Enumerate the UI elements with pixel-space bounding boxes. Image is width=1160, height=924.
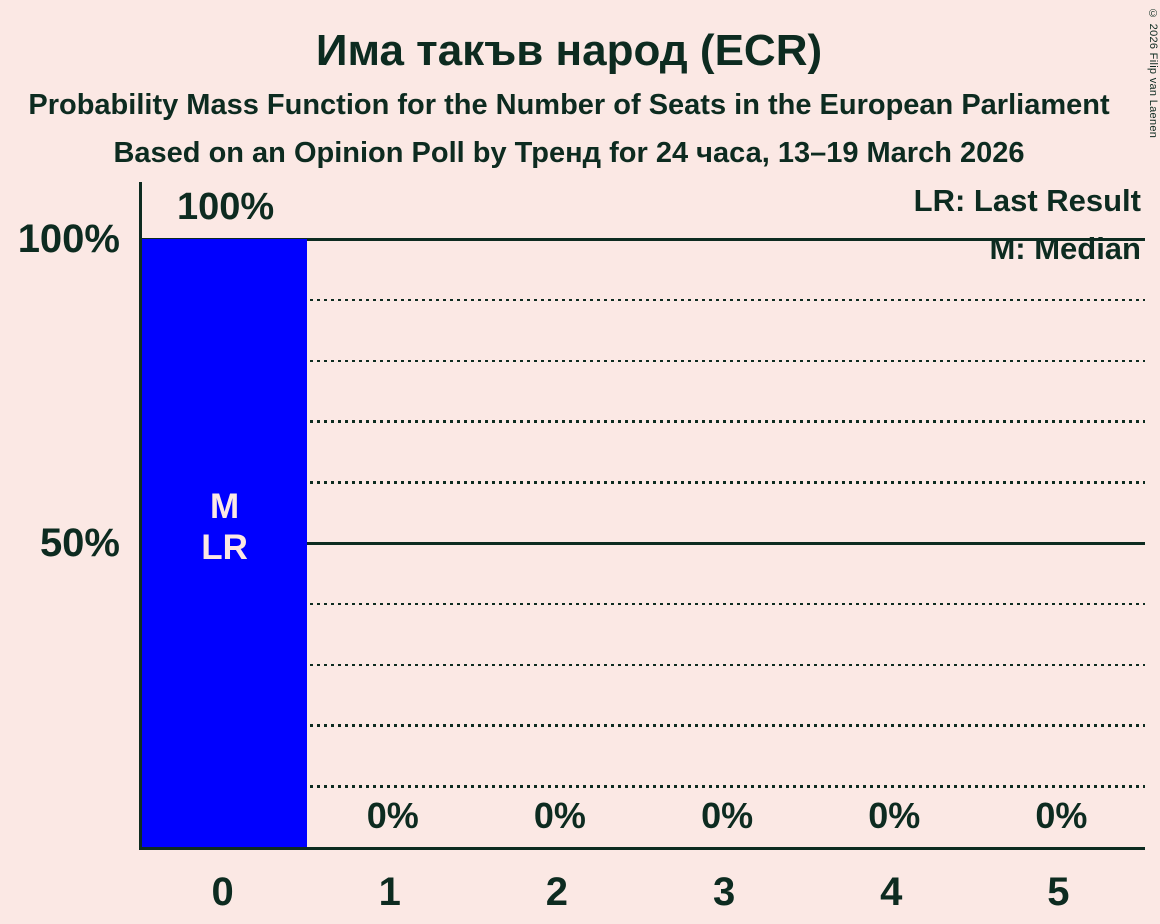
chart-title: Има такъв народ (ECR) [315,26,823,75]
gridline-dotted-90 [142,298,1145,302]
gridline-solid-50 [142,541,1145,545]
legend-median: M: Median [989,231,1141,266]
plot-area: M LR 100% 0% 0% 0% 0% 0% [139,182,1145,850]
x-tick-label-5: 5 [1047,870,1070,914]
chart-sub-subtitle: Based on an Opinion Poll by Тренд for 24… [113,137,1025,169]
gridline-dotted-80 [142,359,1145,363]
chart-subtitle: Probability Mass Function for the Number… [28,89,1110,121]
bar-seat-0 [142,239,308,847]
gridline-dotted-60 [142,481,1145,484]
x-tick-label-1: 1 [378,870,401,914]
x-tick-label-2: 2 [545,870,569,914]
value-label-seat-3: 0% [701,795,754,836]
gridline-dotted-20 [142,724,1145,727]
gridline-dotted-30 [142,663,1145,667]
x-tick-label-3: 3 [712,870,736,914]
gridline-solid-100 [142,237,1145,241]
copyright-notice: © 2026 Filip van Laenen [1147,8,1159,139]
y-tick-label-100: 100% [17,217,120,261]
value-label-seat-2: 0% [533,795,586,836]
bar-annotation-median-last-result: M LR [201,487,248,567]
x-tick-label-0: 0 [211,870,234,914]
value-label-seat-0: 100% [176,186,275,228]
value-label-seat-4: 0% [868,795,921,836]
gridline-dotted-70 [142,420,1145,423]
value-label-seat-1: 0% [366,795,419,836]
x-tick-label-4: 4 [880,870,903,914]
y-tick-label-50: 50% [39,521,120,565]
gridline-dotted-40 [142,602,1145,606]
legend-last-result: LR: Last Result [913,183,1141,218]
value-label-seat-5: 0% [1035,795,1088,836]
gridline-dotted-10 [142,785,1145,788]
